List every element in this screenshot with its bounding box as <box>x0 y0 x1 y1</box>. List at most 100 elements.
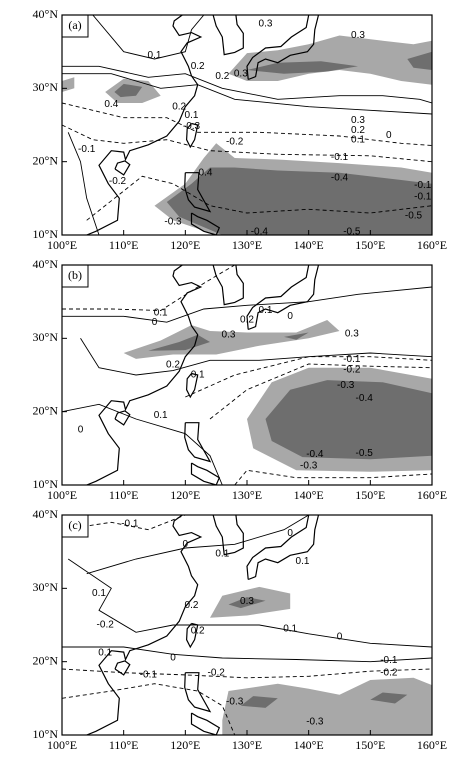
map-panel: 0.100.10.2 00.3 0.30.20.1-0.1-0.20.10-0.3-… <box>33 257 448 502</box>
contour-label: 0 <box>152 317 158 328</box>
contour-label: -0.3 <box>300 461 318 472</box>
contour-label: -0.5 <box>356 448 374 459</box>
contour-label: -0.1 <box>121 518 139 529</box>
contour-line <box>67 132 100 235</box>
contour-label: 0.1 <box>351 134 365 145</box>
map-content: 0.30.30.10.20.2 0.30.4 0.20.1-0.30.30.20.1… <box>62 15 432 238</box>
contour-label: -0.2 <box>343 365 361 376</box>
x-tick-label: 140°E <box>294 488 324 502</box>
contour-label: -0.3 <box>337 380 355 391</box>
coastline <box>190 462 221 485</box>
contour-label: -0.3 <box>183 121 201 132</box>
shaded-region <box>148 334 210 351</box>
contour-label: 0 <box>287 528 293 539</box>
y-tick-label: 30°N <box>33 80 59 94</box>
x-tick-label: 120°E <box>170 238 200 252</box>
contour-line <box>62 65 432 104</box>
contour-label: -0.3 <box>306 716 324 727</box>
coastline <box>190 712 221 735</box>
contour-label: 0.2 <box>166 359 180 370</box>
coastline <box>184 422 212 463</box>
x-tick-label: 160°E <box>417 488 447 502</box>
coastline <box>86 15 203 235</box>
map-panel: 0.30.30.10.20.2 0.30.4 0.20.1-0.30.30.20.1… <box>33 7 448 252</box>
contour-label: 0.1 <box>154 307 168 318</box>
contour-label: 0.3 <box>234 68 248 79</box>
coastline <box>86 515 203 735</box>
contour-label: -0.2 <box>208 667 226 678</box>
contour-label: -0.1 <box>414 192 432 203</box>
shaded-region <box>114 83 143 98</box>
contour-line <box>92 15 205 60</box>
x-tick-label: 110°E <box>109 238 139 252</box>
x-tick-label: 150°E <box>355 488 385 502</box>
contour-label: 0.2 <box>172 101 186 112</box>
x-tick-label: 140°E <box>294 738 324 752</box>
contour-label: 0.1 <box>98 648 112 659</box>
panel-label: (b) <box>68 268 82 282</box>
contour-label: 0 <box>287 311 293 322</box>
contour-label: 0 <box>78 425 84 436</box>
contour-label: 0.3 <box>240 596 254 607</box>
shaded-region <box>166 167 432 235</box>
contour-label: 0.1 <box>283 623 297 634</box>
contour-line <box>86 515 309 575</box>
coastline <box>86 265 203 485</box>
x-tick-label: 150°E <box>355 738 385 752</box>
shaded-region <box>62 77 75 92</box>
x-tick-label: 150°E <box>355 238 385 252</box>
contour-label: -0.5 <box>343 227 361 238</box>
shaded-region <box>265 380 432 460</box>
contour-label: -0.2 <box>226 137 244 148</box>
contour-label: 0.2 <box>185 600 199 611</box>
contour-label: 0.1 <box>92 588 106 599</box>
coastline <box>212 15 244 56</box>
shaded-region <box>284 332 309 340</box>
coastline <box>114 660 131 676</box>
contour-label: 0.1 <box>191 370 205 381</box>
contour-label: 0.1 <box>215 549 229 560</box>
y-tick-label: 10°N <box>33 227 59 241</box>
x-tick-label: 140°E <box>294 238 324 252</box>
y-tick-label: 10°N <box>33 727 59 741</box>
contour-label: -0.1 <box>331 152 349 163</box>
x-tick-label: 130°E <box>232 488 262 502</box>
contour-line <box>62 646 432 663</box>
coastline <box>247 265 320 331</box>
contour-label: 0.3 <box>222 329 236 340</box>
coastline <box>114 160 131 176</box>
contour-label: 0.2 <box>191 61 205 72</box>
contour-line <box>80 338 432 376</box>
x-tick-label: 160°E <box>417 238 447 252</box>
contour-label: 0.3 <box>345 329 359 340</box>
contour-label: -0.2 <box>97 620 115 631</box>
contour-line <box>185 356 432 398</box>
contour-label: 0.3 <box>351 30 365 41</box>
map-content: 0.100.10.2 00.3 0.30.20.1-0.1-0.20.10-0.3-… <box>62 265 432 485</box>
contour-label: -0.1 <box>78 144 96 155</box>
contour-label: -0.1 <box>380 655 398 666</box>
shaded-region <box>240 696 278 708</box>
contour-label: 0.1 <box>296 556 310 567</box>
contour-label: 0 <box>386 130 392 141</box>
contour-label: 0 <box>183 539 189 550</box>
coastline <box>185 622 199 649</box>
contour-label: -0.2 <box>380 667 398 678</box>
shaded-region <box>228 35 432 85</box>
contour-label: -0.1 <box>414 180 432 191</box>
contour-line <box>62 403 223 485</box>
coastline <box>114 410 131 426</box>
contour-line <box>62 683 236 735</box>
coastline <box>247 515 320 581</box>
y-tick-label: 30°N <box>33 330 59 344</box>
shaded-region <box>222 677 432 735</box>
y-tick-label: 20°N <box>33 153 59 167</box>
x-tick-label: 110°E <box>109 738 139 752</box>
x-tick-label: 130°E <box>232 238 262 252</box>
coastline <box>185 122 199 149</box>
contour-label: -0.3 <box>164 216 182 227</box>
contour-label: -0.3 <box>226 697 244 708</box>
contour-line <box>67 558 432 648</box>
contour-line <box>62 286 432 323</box>
